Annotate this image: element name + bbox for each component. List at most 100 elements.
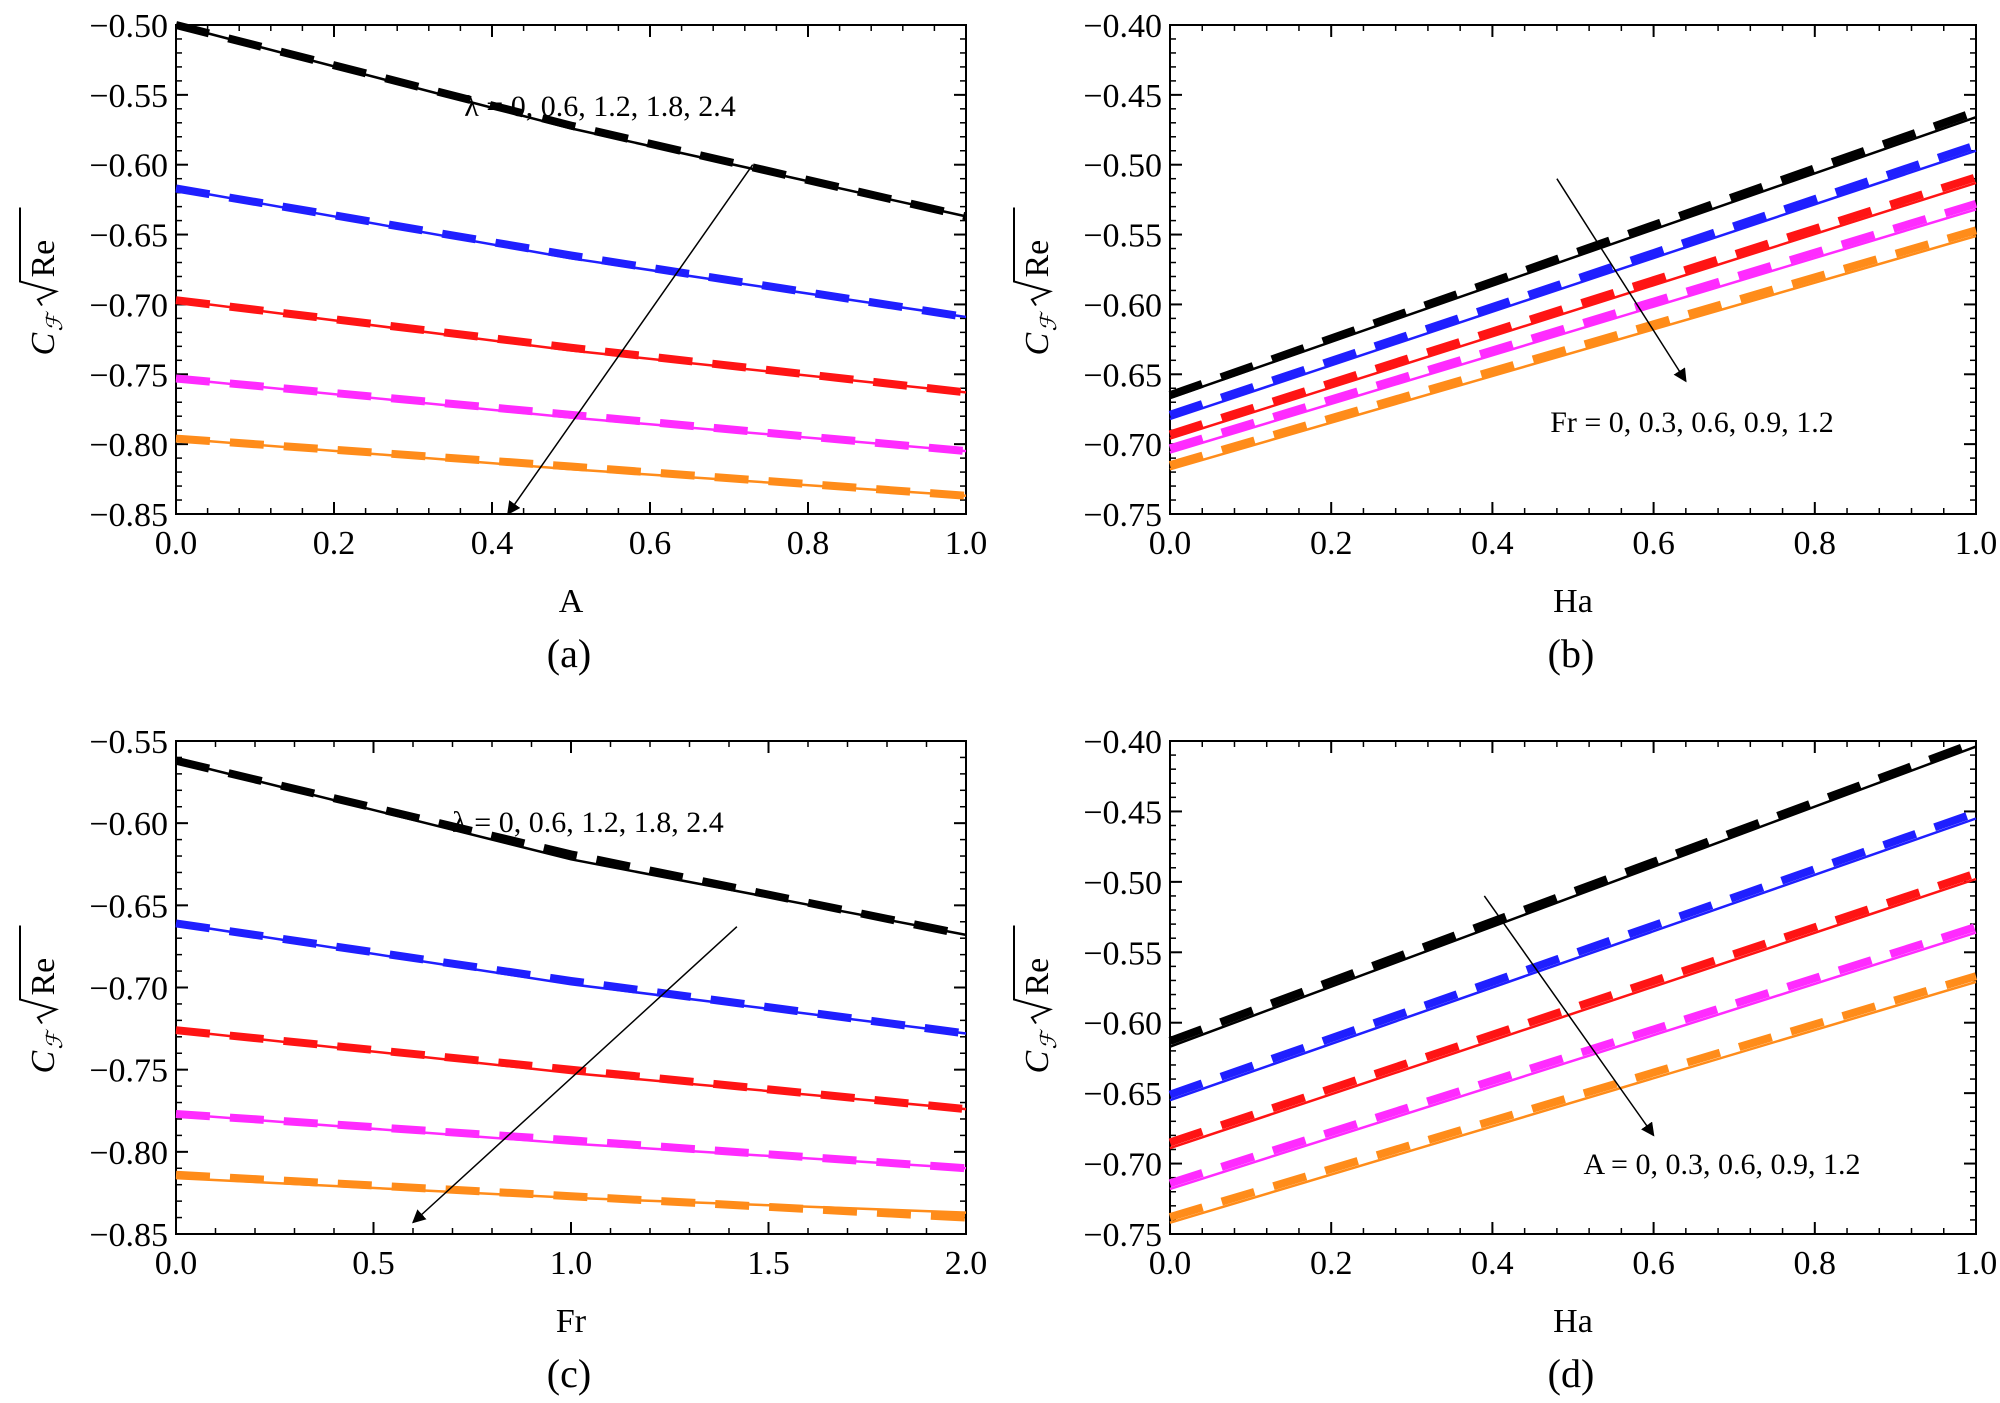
square-root-sign [1013,207,1053,307]
series-line-dashed [175,1026,967,1114]
series-1 [1168,107,1978,400]
x-tick-label: 0.2 [1310,1245,1353,1282]
panel-label: (b) [1548,631,1595,676]
plot-frame [1169,24,1977,515]
series-3 [175,1026,967,1114]
series-line-dashed [175,434,967,500]
series-line-dashed [1168,738,1978,1045]
series-line-dashed [175,184,967,321]
x-tick-label: 0.2 [313,525,356,562]
series-line-dashed [175,1110,967,1173]
x-tick-label: 0.0 [155,525,198,562]
y-tick-label: −0.80 [89,1135,168,1172]
x-tick-label: 0.8 [787,525,830,562]
series-3 [1168,869,1978,1150]
y-axis-title-radicand: Re [25,958,62,996]
panel-a: 0.0 0.2 0.4 0.6 0.8 1.0 −0.85 −0.80 −0.75 −0.70 −0… [19,8,988,676]
x-tick-label: 0.6 [1632,1245,1675,1282]
y-tick-label: −0.75 [1083,497,1162,534]
series-line-solid [1169,234,1977,471]
x-tick-label: 1.5 [747,1245,790,1282]
y-axis-title: Cℱ Re [19,207,67,356]
y-axis-title-radicand: Re [1019,240,1056,278]
x-axis-title: Fr [556,1303,587,1340]
x-tick-label: 0.4 [471,525,514,562]
trend-arrow [507,164,754,516]
panel-c: 0.0 0.5 1.0 1.5 2.0 −0.85 −0.80 −0.75 −0.70 −0.65… [19,724,987,1396]
series-line-dashed [1168,226,1978,469]
series-3 [175,296,967,397]
y-tick-label: −0.75 [89,357,168,394]
y-axis-title-symbol: C [25,333,62,356]
y-tick-label: −0.40 [1083,724,1162,761]
y-tick-label: −0.80 [89,427,168,464]
series-line-solid [1169,817,1977,1102]
annotation-label: λ = 0, 0.6, 1.2, 1.8, 2.4 [452,806,723,839]
x-tick-label: 0.4 [1471,1245,1514,1282]
series-5 [1168,226,1978,471]
y-tick-label: −0.65 [1083,1076,1162,1113]
x-tick-label: 1.0 [945,525,988,562]
y-tick-label: −0.70 [89,971,168,1008]
series-line-dashed [1168,141,1978,419]
series-line-solid [1169,745,1977,1048]
series-line-dashed [175,1170,967,1222]
y-tick-label: −0.70 [1083,1147,1162,1184]
annotation-label: Fr = 0, 0.3, 0.6, 0.9, 1.2 [1550,406,1834,439]
series-5 [175,1170,967,1222]
x-axis-title: A [559,583,584,620]
y-tick-label: −0.40 [1083,8,1162,45]
series-1 [1168,738,1978,1048]
y-tick-label: −0.75 [89,1053,168,1090]
y-tick-label: −0.45 [1083,794,1162,831]
series-line-dashed [1168,869,1978,1147]
annotation-label: A = 0, 0.3, 0.6, 0.9, 1.2 [1584,1148,1861,1181]
series-2 [175,919,967,1038]
y-tick-label: −0.50 [1083,148,1162,185]
x-tick-label: 0.2 [1310,525,1353,562]
panel-b: 0.0 0.2 0.4 0.6 0.8 1.0 −0.75 −0.70 −0.65 −0.60 −0… [1013,8,1998,676]
series-line-solid [1169,877,1977,1150]
y-tick-label: −0.45 [1083,78,1162,115]
y-tick-label: −0.65 [89,888,168,925]
x-axis-title: Ha [1553,1303,1593,1340]
series-3 [1168,173,1978,440]
annotation-label: λ = 0, 0.6, 1.2, 1.8, 2.4 [464,90,735,123]
series-line-dashed [1168,199,1978,453]
series-2 [1168,809,1978,1102]
trend-arrow [1556,178,1687,383]
series-line-solid [1169,208,1977,454]
y-axis-title-radicand: Re [1019,958,1056,996]
y-tick-label: −0.55 [89,78,168,115]
y-tick-label: −0.85 [89,1217,168,1254]
y-tick-label: −0.60 [1083,1006,1162,1043]
y-axis-title-symbol: C [25,1051,62,1074]
x-axis-title: Ha [1553,583,1593,620]
series-line-solid [1169,931,1977,1191]
series-line-solid [1169,181,1977,440]
x-tick-label: 0.6 [1632,525,1675,562]
y-axis-title-symbol: C [1019,1051,1056,1074]
series-1 [175,756,967,939]
trend-arrow [412,926,738,1224]
square-root-sign [19,925,59,1025]
plot-frame [175,24,967,515]
series-line-dashed [1168,809,1978,1099]
y-axis-title: Cℱ Re [1013,207,1061,356]
series-line-dashed [175,919,967,1038]
square-root-sign [1013,925,1053,1025]
panel-d: 0.0 0.2 0.4 0.6 0.8 1.0 −0.75 −0.70 −0.65 −0.60 −0… [1013,724,1997,1396]
series-line-dashed [175,374,967,456]
y-axis-title: Cℱ Re [19,925,67,1074]
x-tick-label: 0.4 [1471,525,1514,562]
y-axis-title-subscript: ℱ [1036,311,1061,332]
series-1 [175,21,967,221]
y-tick-label: −0.55 [1083,935,1162,972]
y-axis-title-symbol: C [1019,333,1056,356]
x-tick-label: 1.0 [1955,525,1998,562]
series-4 [1168,923,1978,1191]
series-4 [175,374,967,456]
y-axis-title-subscript: ℱ [1036,1029,1061,1050]
y-axis-title-radicand: Re [25,240,62,278]
